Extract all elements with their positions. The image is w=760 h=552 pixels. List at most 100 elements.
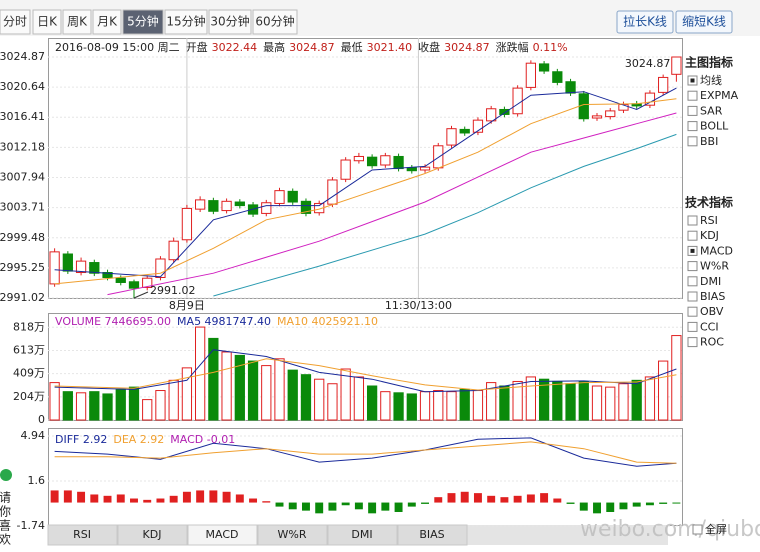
candle-body: [644, 92, 656, 106]
bottom-tab[interactable]: [47, 524, 118, 546]
indicator-option[interactable]: MACD: [700, 244, 733, 257]
tab-label[interactable]: 日K: [37, 15, 58, 29]
macd-bar: [90, 494, 99, 503]
macd-bar: [182, 491, 191, 503]
candle-body: [115, 277, 126, 283]
volume-bar: [142, 399, 153, 421]
volume-bar: [327, 383, 338, 421]
volume-bar: [644, 376, 656, 421]
macd-bar: [407, 502, 416, 507]
tab-label[interactable]: 60分钟: [255, 14, 294, 29]
candle-body: [340, 159, 351, 180]
volume-bar: [340, 368, 351, 421]
tab[interactable]: [164, 9, 208, 35]
checkbox[interactable]: [687, 276, 698, 287]
volume-bar: [499, 385, 510, 421]
bottom-tab[interactable]: [397, 524, 468, 546]
checkbox[interactable]: [687, 321, 698, 332]
zoom-button-label[interactable]: 拉长K线: [623, 14, 667, 29]
indicator-option[interactable]: RSI: [700, 214, 718, 227]
checkbox-mark: [690, 78, 695, 83]
tab-label[interactable]: 30分钟: [210, 14, 249, 29]
zoom-button[interactable]: [616, 10, 674, 34]
checkbox[interactable]: [687, 136, 698, 147]
tab[interactable]: [32, 9, 62, 35]
tab-label[interactable]: 5分钟: [127, 14, 159, 29]
volume-bar: [128, 386, 140, 421]
tab-label[interactable]: 周K: [67, 15, 88, 29]
tab[interactable]: [92, 9, 122, 35]
bottom-tab-label[interactable]: DMI: [351, 528, 372, 541]
macd-bar: [394, 502, 403, 512]
volume-bar: [565, 383, 576, 421]
bottom-tab-label[interactable]: KDJ: [143, 528, 162, 541]
checkbox[interactable]: [687, 261, 698, 272]
info-text: MACD -0.01: [170, 433, 235, 446]
volume-bar: [433, 390, 444, 421]
indicator-option[interactable]: KDJ: [700, 229, 719, 242]
volume-bar: [89, 391, 100, 421]
indicator-option[interactable]: OBV: [700, 305, 724, 318]
indicator-option[interactable]: SAR: [700, 104, 723, 117]
checkbox[interactable]: [687, 215, 698, 226]
tab-label[interactable]: 分时: [3, 15, 27, 29]
bottom-tab[interactable]: [117, 524, 188, 546]
tab[interactable]: [252, 9, 298, 35]
bottom-tab-label[interactable]: BIAS: [419, 528, 444, 541]
bottom-tab[interactable]: [327, 524, 398, 546]
side-label-char: 请: [0, 491, 11, 505]
indicator-option[interactable]: BOLL: [700, 120, 729, 133]
checkbox[interactable]: [687, 230, 698, 241]
y-tick-label: 3016.41: [0, 110, 45, 123]
macd-bar: [77, 491, 86, 503]
candle-body: [618, 103, 629, 111]
checkbox[interactable]: [687, 105, 698, 116]
macd-bar: [130, 498, 138, 503]
candle-body: [406, 167, 417, 172]
macd-bar: [632, 502, 641, 507]
tab[interactable]: [208, 9, 252, 35]
bottom-tab-label[interactable]: MACD: [206, 528, 239, 541]
indicator-option[interactable]: CCI: [700, 320, 719, 333]
macd-bar: [288, 502, 297, 510]
macd-bar: [460, 491, 469, 503]
indicator-option[interactable]: BIAS: [700, 290, 725, 303]
zoom-button-label[interactable]: 缩短K线: [682, 14, 726, 29]
indicator-option[interactable]: ROC: [700, 336, 724, 349]
indicator-option[interactable]: W%R: [700, 260, 729, 273]
checkbox[interactable]: [687, 90, 698, 101]
volume-bar: [393, 392, 404, 421]
info-text: MA5 4981747.40: [177, 315, 271, 328]
macd-bar: [302, 502, 310, 511]
checkbox[interactable]: [687, 337, 698, 348]
indicator-option[interactable]: BBI: [700, 135, 718, 148]
tab-label[interactable]: 15分钟: [166, 14, 205, 29]
candle-body: [181, 207, 193, 241]
candle-body: [300, 200, 312, 214]
candle-body: [287, 190, 298, 203]
checkbox[interactable]: [687, 306, 698, 317]
bottom-tab[interactable]: [257, 524, 328, 546]
y-tick-label: -1.74: [17, 519, 45, 532]
checkbox[interactable]: [687, 121, 698, 132]
bottom-tab-label[interactable]: W%R: [278, 528, 307, 541]
volume-bar: [102, 393, 113, 421]
tab[interactable]: [0, 9, 31, 35]
macd-bar: [593, 502, 601, 514]
volume-bar: [247, 360, 259, 421]
indicator-option[interactable]: EXPMA: [700, 89, 739, 102]
checkbox[interactable]: [687, 291, 698, 302]
zoom-button[interactable]: [675, 10, 733, 34]
indicator-option[interactable]: DMI: [700, 275, 721, 288]
fullscreen-label[interactable]: 全屏: [705, 522, 727, 536]
fullscreen-checkbox[interactable]: [692, 524, 703, 535]
macd-bar: [421, 502, 429, 504]
tab[interactable]: [62, 9, 92, 35]
indicator-line: [54, 358, 677, 391]
indicator-option[interactable]: 均线: [700, 73, 722, 87]
bottom-tab[interactable]: [187, 524, 258, 546]
bottom-tab-label[interactable]: RSI: [73, 528, 91, 541]
tab-label[interactable]: 月K: [97, 15, 118, 29]
tab[interactable]: [122, 9, 164, 35]
volume-bar: [578, 380, 589, 421]
